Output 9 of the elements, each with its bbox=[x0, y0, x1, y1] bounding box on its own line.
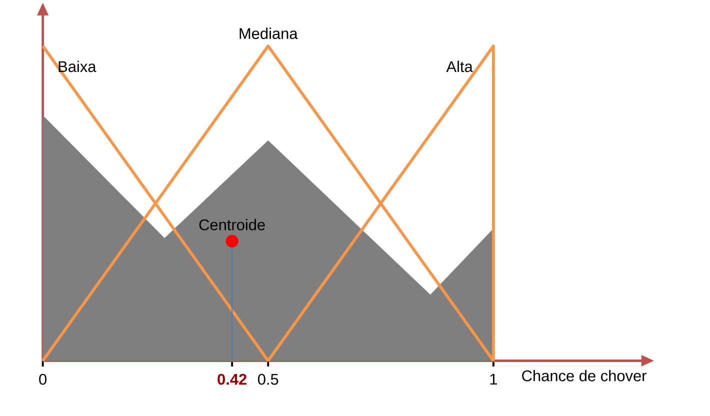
series-label: Centroide bbox=[199, 218, 265, 230]
x-tick-label: 0.5 bbox=[258, 374, 278, 385]
series-label: Mediana bbox=[240, 28, 298, 40]
series-label: Alta bbox=[446, 60, 473, 72]
series-label: Baixa bbox=[58, 60, 96, 72]
x-axis-title: Chance de chover bbox=[522, 370, 646, 382]
x-tick-label: 0 bbox=[39, 374, 47, 385]
x-tick-label: 0.42 bbox=[218, 374, 246, 385]
x-tick-label: 1 bbox=[490, 374, 497, 384]
